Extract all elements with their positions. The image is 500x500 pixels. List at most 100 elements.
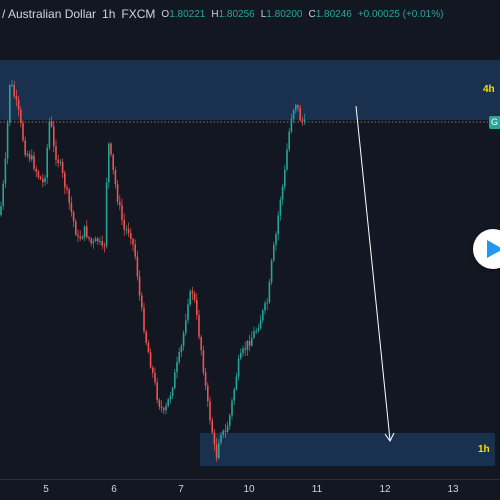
candle-body <box>149 352 152 368</box>
candle-body <box>22 122 24 141</box>
candle-body <box>55 145 57 160</box>
candle-body <box>66 187 68 190</box>
candle-body <box>237 358 240 377</box>
candle-body <box>246 341 249 350</box>
candle-body <box>303 119 306 122</box>
candle-body <box>171 388 174 396</box>
candle-body <box>295 105 297 111</box>
zone-label-4h: 4h <box>483 84 495 95</box>
high-value: 1.80256 <box>218 8 255 20</box>
candle-body <box>70 202 73 213</box>
candle-body <box>13 84 15 97</box>
candle-body <box>152 367 154 373</box>
candle-body <box>147 342 150 353</box>
price-badge: G <box>489 116 500 129</box>
candle-body <box>229 415 231 426</box>
supply-zone-4h[interactable] <box>0 60 500 120</box>
candle-body <box>17 99 20 110</box>
candle-body <box>158 400 161 407</box>
candle-body <box>46 147 48 178</box>
candle-body <box>123 219 125 230</box>
candle-body <box>191 291 194 294</box>
candle-body <box>81 237 84 239</box>
candle-body <box>255 330 257 332</box>
candle-body <box>220 434 222 443</box>
candle-body <box>50 121 53 127</box>
candle-body <box>99 241 101 243</box>
projection-arrow-line[interactable] <box>355 105 391 441</box>
candle-body <box>231 400 233 416</box>
candle-body <box>215 444 218 459</box>
candle-body <box>154 372 156 383</box>
candle-body <box>264 303 266 311</box>
play-button[interactable] <box>473 229 500 269</box>
candle-body <box>2 183 4 206</box>
candle-body <box>24 140 26 156</box>
candle-body <box>132 238 134 245</box>
time-tick: 5 <box>43 484 49 495</box>
close-key: C <box>308 8 316 20</box>
candle-body <box>94 238 97 242</box>
candle-body <box>31 155 33 160</box>
source-label: FXCM <box>121 7 156 21</box>
open-key: O <box>161 8 170 20</box>
symbol-name[interactable]: / Australian Dollar <box>2 7 97 21</box>
candle-body <box>119 201 121 206</box>
candle-body <box>37 171 40 178</box>
candle-body <box>292 110 295 120</box>
candle-body <box>130 232 132 239</box>
candle-body <box>180 345 183 352</box>
candle-body <box>288 131 290 150</box>
candle-body <box>187 304 189 321</box>
candle-body <box>83 226 86 238</box>
candle-body <box>259 320 262 329</box>
candle-body <box>182 332 185 346</box>
projection-arrow-head <box>384 432 395 442</box>
ohlc-values: O1.80221 H1.80256 L1.80200 C1.80246 +0.0… <box>161 9 443 20</box>
candle-body <box>198 315 200 337</box>
candle-body <box>145 331 147 343</box>
play-icon <box>487 240 500 258</box>
interval-label[interactable]: 1h <box>102 7 116 21</box>
time-tick: 13 <box>447 484 459 495</box>
candle-body <box>97 238 99 242</box>
candle-body <box>226 425 229 432</box>
candle-body <box>64 172 66 188</box>
open-value: 1.80221 <box>169 8 206 20</box>
candle-body <box>235 376 238 390</box>
candle-body <box>222 430 224 435</box>
candle-body <box>112 154 114 171</box>
close-value: 1.80246 <box>315 8 352 20</box>
candles-group <box>0 79 306 462</box>
candle-body <box>189 291 191 305</box>
candle-body <box>57 159 59 163</box>
candle-body <box>35 168 37 172</box>
candle-body <box>273 244 275 261</box>
candle-body <box>11 84 13 86</box>
candle-body <box>277 215 279 235</box>
candle-body <box>242 348 244 354</box>
candle-body <box>281 186 284 200</box>
time-axis[interactable]: 5 6 7 10 11 12 13 <box>0 479 500 500</box>
candle-body <box>44 177 46 183</box>
candle-body <box>61 161 64 173</box>
candle-body <box>160 406 163 409</box>
candle-body <box>279 199 282 216</box>
candle-body <box>105 182 108 246</box>
candlestick-chart[interactable] <box>0 28 500 479</box>
candle-body <box>244 348 246 350</box>
demand-zone-1h[interactable] <box>200 433 495 466</box>
candle-body <box>26 153 29 156</box>
candle-body <box>127 229 130 233</box>
candle-body <box>204 372 207 386</box>
candle-body <box>209 401 211 421</box>
candle-body <box>9 85 11 123</box>
candle-body <box>90 238 92 244</box>
zone-label-1h: 1h <box>478 444 490 455</box>
candle-body <box>101 241 103 246</box>
candle-body <box>121 205 123 220</box>
candle-body <box>200 336 202 351</box>
candle-body <box>176 362 178 373</box>
candle-body <box>178 351 180 363</box>
